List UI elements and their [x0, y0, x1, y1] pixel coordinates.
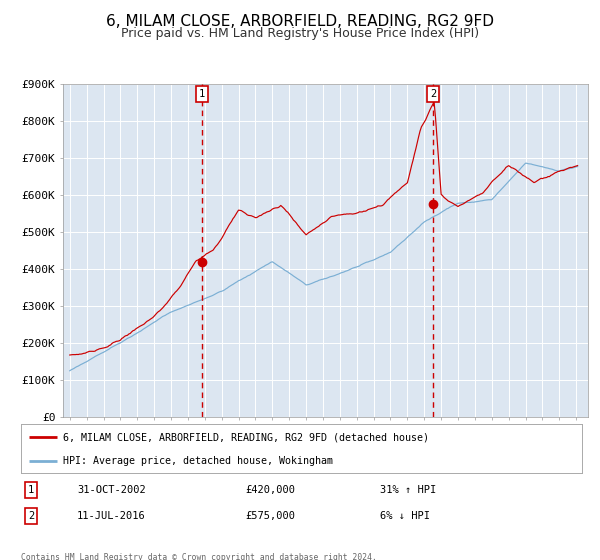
Text: 6, MILAM CLOSE, ARBORFIELD, READING, RG2 9FD (detached house): 6, MILAM CLOSE, ARBORFIELD, READING, RG2… [63, 432, 429, 442]
Text: £420,000: £420,000 [245, 484, 295, 494]
Text: 2: 2 [430, 89, 436, 99]
Text: 6, MILAM CLOSE, ARBORFIELD, READING, RG2 9FD: 6, MILAM CLOSE, ARBORFIELD, READING, RG2… [106, 14, 494, 29]
Text: Contains HM Land Registry data © Crown copyright and database right 2024.
This d: Contains HM Land Registry data © Crown c… [21, 553, 377, 560]
Text: 31% ↑ HPI: 31% ↑ HPI [380, 484, 436, 494]
Text: 1: 1 [28, 484, 34, 494]
Text: 31-OCT-2002: 31-OCT-2002 [77, 484, 146, 494]
Text: 6% ↓ HPI: 6% ↓ HPI [380, 511, 430, 521]
Text: 11-JUL-2016: 11-JUL-2016 [77, 511, 146, 521]
Text: HPI: Average price, detached house, Wokingham: HPI: Average price, detached house, Woki… [63, 456, 333, 466]
Text: 1: 1 [199, 89, 205, 99]
Text: £575,000: £575,000 [245, 511, 295, 521]
Text: 2: 2 [28, 511, 34, 521]
Text: Price paid vs. HM Land Registry's House Price Index (HPI): Price paid vs. HM Land Registry's House … [121, 27, 479, 40]
